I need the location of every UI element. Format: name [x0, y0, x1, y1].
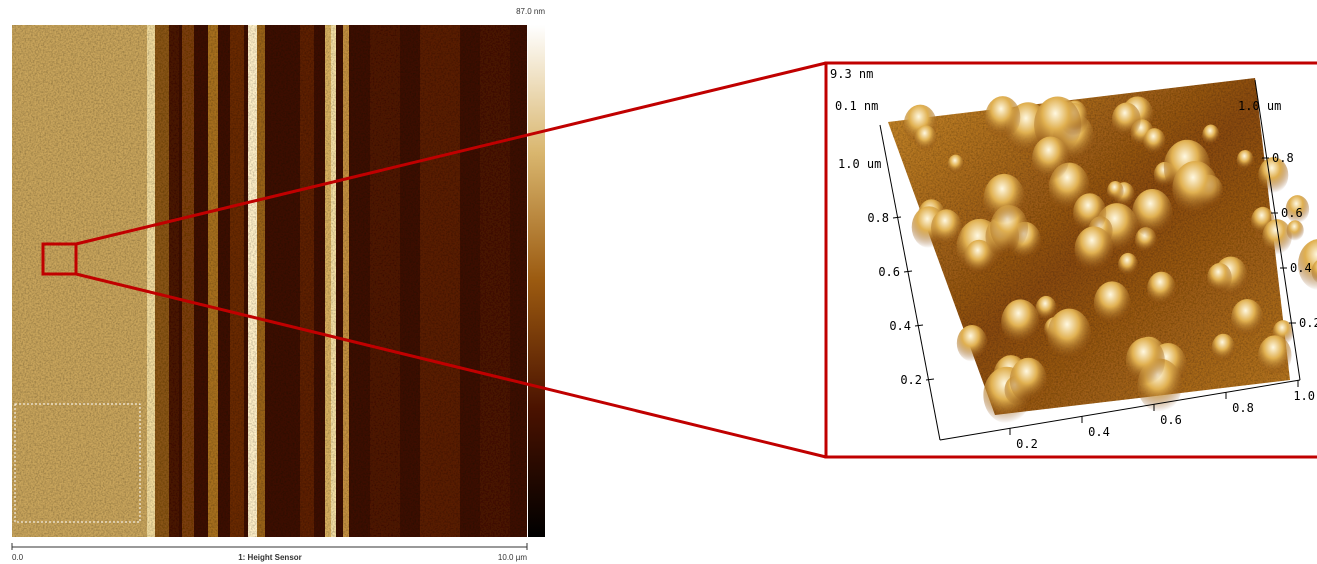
afm-height-image [12, 25, 527, 537]
surface-peak [1231, 299, 1263, 337]
surface-peak [965, 240, 994, 275]
surface-peak [957, 325, 987, 362]
bottom-tick-label: 1.0 um [1293, 389, 1317, 403]
right-tick-label: 0.6 [1281, 206, 1303, 220]
bottom-tick-label: 0.6 [1160, 413, 1182, 427]
surface-peak [1258, 335, 1291, 375]
surface-peak [931, 209, 962, 246]
surface-peak [1094, 281, 1131, 325]
left-tick-label: 0.6 [878, 265, 900, 279]
surface-peak [1107, 181, 1124, 201]
right-tick-label: 0.4 [1290, 261, 1312, 275]
x-end-label: 10.0 µm [498, 553, 527, 562]
x-start-label: 0.0 [12, 553, 24, 562]
right-tick-label: 0.2 [1299, 316, 1317, 330]
surface-peak [1112, 103, 1141, 138]
surface-peak [1212, 334, 1235, 362]
surface-peak [1287, 220, 1304, 241]
left-tick-label: 0.8 [867, 211, 889, 225]
left-axis-end: 1.0 um [838, 157, 881, 171]
surface-peak [984, 174, 1025, 224]
surface-peak [1010, 358, 1047, 403]
color-bar [528, 25, 545, 537]
surface-peak [985, 96, 1020, 138]
bottom-tick-label: 0.2 [1016, 437, 1038, 451]
surface-peak [1126, 338, 1165, 385]
z-min-label: 0.1 nm [835, 99, 878, 113]
bottom-tick-label: 0.8 [1232, 401, 1254, 415]
surface-peak [1207, 263, 1232, 292]
right-tick-label: 0.8 [1272, 151, 1294, 165]
surface-peak [1118, 253, 1138, 277]
figure: 87.0 nm 0.0 1: Height Sensor 10.0 µm 9.3… [0, 0, 1317, 564]
surface-peak [1202, 125, 1219, 146]
surface-peak [1032, 137, 1069, 181]
surface-peak [1147, 272, 1176, 306]
surface-peak [948, 155, 964, 174]
surface-peak [1237, 150, 1254, 170]
left-tick-label: 0.4 [889, 319, 911, 333]
surface-peak [1048, 309, 1091, 361]
bottom-tick-label: 0.4 [1088, 425, 1110, 439]
color-scale-max: 87.0 nm [516, 7, 545, 16]
image-caption: 1: Height Sensor [238, 553, 302, 562]
surface-peak [1172, 161, 1218, 216]
left-tick-label: 0.2 [900, 373, 922, 387]
z-max-label: 9.3 nm [830, 67, 873, 81]
surface-peak [915, 125, 937, 151]
surface-peak [1075, 226, 1113, 272]
right-axis-end: 1.0 um [1238, 99, 1281, 113]
surface-peak [1001, 299, 1039, 345]
surface-peak [1143, 128, 1165, 155]
